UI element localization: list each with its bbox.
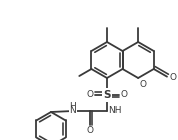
Text: O: O — [169, 73, 177, 82]
Text: NH: NH — [108, 107, 122, 116]
Text: S: S — [103, 90, 111, 100]
Text: N: N — [70, 107, 76, 116]
Text: O: O — [87, 127, 93, 136]
Text: O: O — [121, 90, 127, 100]
Text: O: O — [87, 90, 93, 100]
Text: O: O — [139, 80, 146, 89]
Text: H: H — [70, 102, 76, 111]
